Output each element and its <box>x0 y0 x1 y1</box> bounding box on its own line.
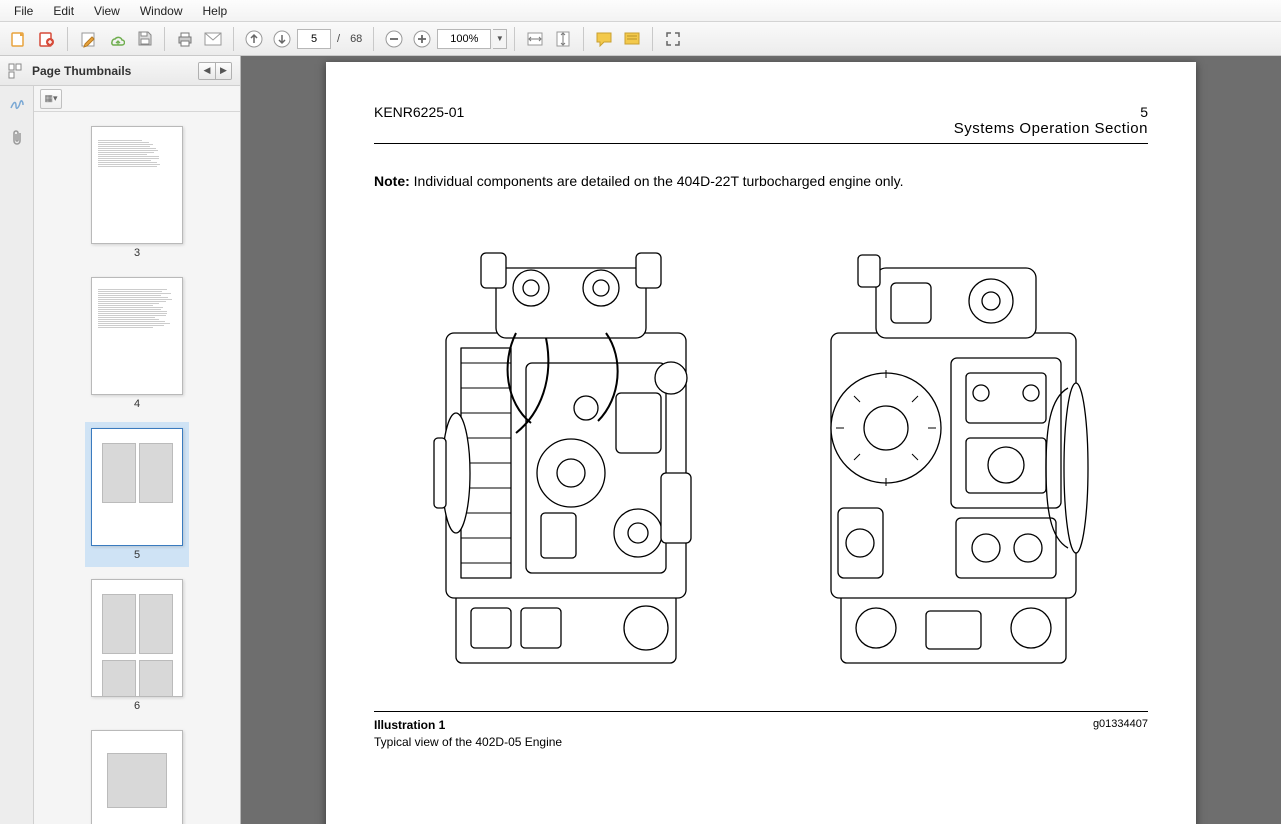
illustration-code: g01334407 <box>1093 718 1148 732</box>
save-icon[interactable] <box>131 26 157 52</box>
zoom-out-icon[interactable] <box>381 26 407 52</box>
page-view: KENR6225-01 5 Systems Operation Section … <box>326 62 1196 824</box>
fit-page-icon[interactable] <box>550 26 576 52</box>
sidebar-rail <box>0 86 34 824</box>
zoom-in-icon[interactable] <box>409 26 435 52</box>
sidebar-title: Page Thumbnails <box>32 64 190 78</box>
thumb-page-4[interactable]: 4 <box>85 271 189 416</box>
page-separator: / <box>337 33 340 45</box>
signature-icon[interactable] <box>5 92 29 116</box>
zoom-level[interactable]: 100% <box>437 29 491 49</box>
print-icon[interactable] <box>172 26 198 52</box>
note-text: Note: Individual components are detailed… <box>374 172 1148 191</box>
thumb-prev-icon[interactable]: ◀ <box>199 63 215 79</box>
sidebar: Page Thumbnails ◀ ▶ ▦▾ 3 4 5 6 7 <box>0 56 241 824</box>
thumb-number: 4 <box>134 398 140 410</box>
thumb-number: 5 <box>134 549 140 561</box>
menu-help[interactable]: Help <box>193 1 238 21</box>
edit-icon[interactable] <box>75 26 101 52</box>
thumb-page-5[interactable]: 5 <box>85 422 189 567</box>
illustration-label: Illustration 1 <box>374 718 445 732</box>
thumb-number: 3 <box>134 247 140 259</box>
attachment-icon[interactable] <box>5 126 29 150</box>
thumbnails-icon <box>8 63 24 79</box>
page-number-label: 5 <box>954 104 1148 120</box>
doc-id: KENR6225-01 <box>374 104 464 120</box>
zoom-dropdown-icon[interactable]: ▼ <box>493 29 507 49</box>
menu-view[interactable]: View <box>84 1 130 21</box>
menu-window[interactable]: Window <box>130 1 193 21</box>
thumbs-toolbar: ▦▾ <box>34 86 240 112</box>
email-icon[interactable] <box>200 26 226 52</box>
highlight-note-icon[interactable] <box>619 26 645 52</box>
document-viewport[interactable]: KENR6225-01 5 Systems Operation Section … <box>241 56 1281 824</box>
thumb-number: 6 <box>134 700 140 712</box>
menu-edit[interactable]: Edit <box>43 1 84 21</box>
page-number-input[interactable] <box>297 29 331 49</box>
engine-right-illustration <box>776 213 1136 693</box>
illustration-caption: Typical view of the 402D-05 Engine <box>374 735 1148 749</box>
menu-bar: File Edit View Window Help <box>0 0 1281 22</box>
fullscreen-icon[interactable] <box>660 26 686 52</box>
menu-file[interactable]: File <box>4 1 43 21</box>
sidebar-header: Page Thumbnails ◀ ▶ <box>0 56 240 86</box>
engine-left-illustration <box>386 213 746 693</box>
thumb-page-3[interactable]: 3 <box>85 120 189 265</box>
convert-pdf-icon[interactable] <box>6 26 32 52</box>
thumbs-list[interactable]: 3 4 5 6 7 <box>34 112 240 824</box>
thumb-next-icon[interactable]: ▶ <box>215 63 231 79</box>
comment-icon[interactable] <box>591 26 617 52</box>
toolbar: / 68 100% ▼ <box>0 22 1281 56</box>
fit-width-icon[interactable] <box>522 26 548 52</box>
page-down-icon[interactable] <box>269 26 295 52</box>
thumb-options-icon[interactable]: ▦▾ <box>40 89 62 109</box>
page-up-icon[interactable] <box>241 26 267 52</box>
section-title: Systems Operation Section <box>954 120 1148 137</box>
thumb-page-6[interactable]: 6 <box>85 573 189 718</box>
create-pdf-icon[interactable] <box>34 26 60 52</box>
thumb-page-7[interactable]: 7 <box>85 724 189 824</box>
figures <box>374 213 1148 693</box>
cloud-icon[interactable] <box>103 26 129 52</box>
page-total: 68 <box>350 33 362 45</box>
